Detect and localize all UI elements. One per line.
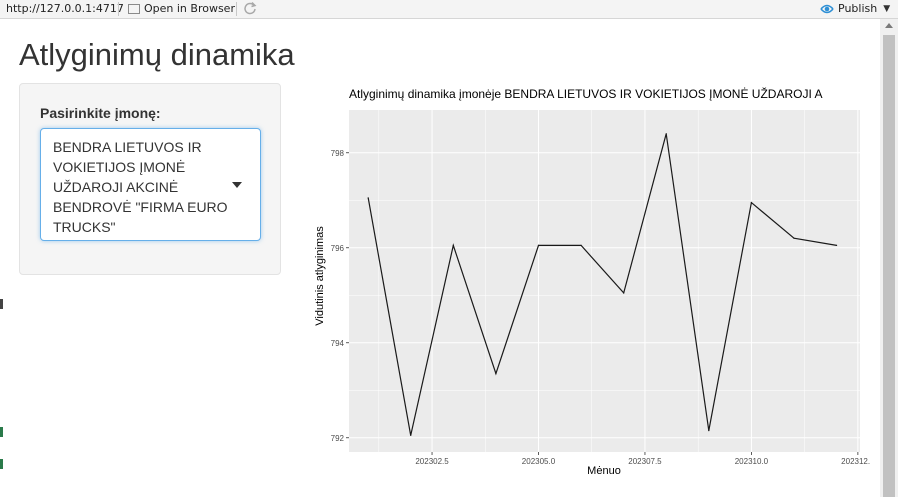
chevron-down-icon[interactable]: ▼ [883,3,891,14]
plot-panel [349,110,860,452]
company-select-value: BENDRA LIETUVOS IR VOKIETIJOS ĮMONĖ UŽDA… [53,139,228,235]
toolbar-divider [236,2,237,16]
data-point [835,244,838,246]
x-tick-label: 202305.0 [522,457,556,466]
major-grid [349,110,860,452]
edge-mark [0,459,3,469]
company-select[interactable]: BENDRA LIETUVOS IR VOKIETIJOS ĮMONĖ UŽDA… [40,128,261,241]
x-tick-label: 202310.0 [735,457,769,466]
refresh-icon[interactable] [243,1,257,15]
x-tick-label: 202302.5 [415,457,449,466]
salary-series-line [367,133,837,436]
data-point [367,197,369,199]
sidebar-panel: Pasirinkite įmonę: BENDRA LIETUVOS IR VO… [19,83,281,275]
page-title: Atlyginimų dinamika [19,37,295,72]
data-point [750,202,753,204]
axes-layer: 202302.5 202305.0 202307.5 202310.0 202312.5… [331,149,875,466]
window-icon [128,3,140,14]
open-in-browser-label: Open in Browser [144,2,235,15]
y-tick-label: 794 [331,339,345,348]
data-point [537,244,540,246]
left-edge-strip [0,19,4,497]
edge-mark [0,299,3,309]
series-layer [367,133,838,436]
y-axis-label: Vidutinis atlyginimas [314,226,326,326]
edge-mark [0,427,3,437]
data-point [665,133,667,135]
y-tick-label: 792 [331,434,345,443]
company-select-label: Pasirinkite įmonę: [40,105,161,121]
toolbar-divider [118,2,119,16]
data-point [793,237,795,239]
salary-line-chart: 202302.5 202305.0 202307.5 202310.0 202312.5… [314,86,875,477]
x-tick-label: 202312.5 [841,457,870,466]
data-point [495,373,497,375]
x-tick-label: 202307.5 [628,457,662,466]
data-point [580,244,582,246]
data-point [410,434,412,436]
minor-grid [349,110,860,452]
viewer-toolbar: http://127.0.0.1:4717 Open in Browser Pu… [0,0,898,19]
open-in-browser-button[interactable]: Open in Browser [128,2,235,15]
chevron-down-icon [232,182,242,188]
chart-container: 202302.5 202305.0 202307.5 202310.0 202312.5… [300,80,875,490]
chart-title: Atlyginimų dinamika įmonėje BENDRA LIETU… [349,86,822,101]
publish-button[interactable]: Publish ▼ [820,2,890,15]
vertical-scrollbar[interactable] [880,19,898,497]
data-point [708,430,710,432]
publish-icon [820,4,834,13]
url-text: http://127.0.0.1:4717 [6,2,124,15]
data-point [452,244,454,246]
x-axis-label: Mėnuo [587,465,621,477]
y-tick-label: 796 [331,244,345,253]
data-point [623,292,625,294]
scroll-up-icon[interactable] [885,23,893,28]
publish-label: Publish [838,2,878,15]
y-tick-label: 798 [331,149,345,158]
scrollbar-thumb[interactable] [883,35,895,497]
